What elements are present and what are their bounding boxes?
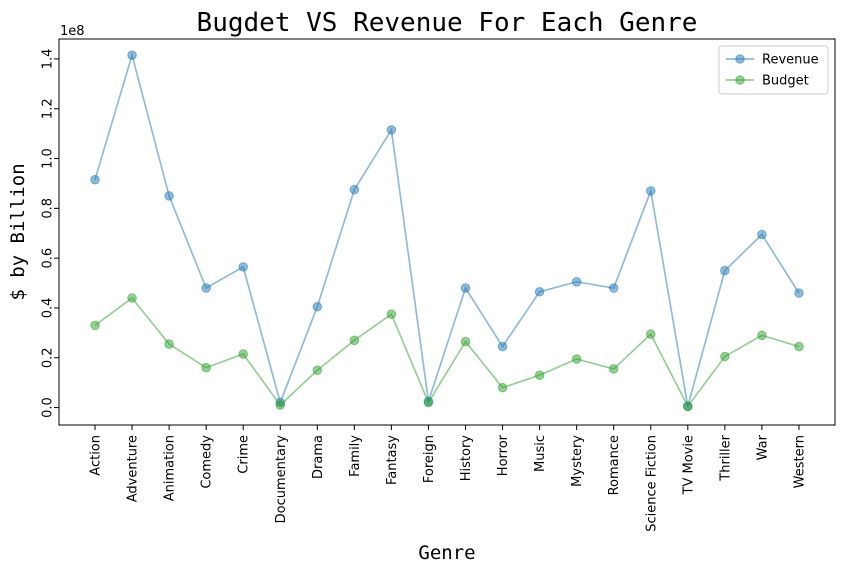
revenue-point: [127, 50, 137, 60]
budget-point: [534, 370, 545, 380]
x-tick-label: Adventure: [126, 435, 141, 502]
x-tick-label: Fantasy: [385, 435, 400, 485]
budget-point: [720, 351, 730, 362]
x-tick-label: Horror: [496, 434, 511, 476]
budget-point: [497, 382, 508, 393]
x-tick-label: Family: [348, 435, 363, 477]
budget-point: [683, 401, 693, 412]
x-tick-label: Foreign: [422, 435, 437, 483]
budget-point: [386, 309, 397, 319]
y-tick-label: 1.2: [41, 98, 56, 119]
x-tick-label: Comedy: [200, 435, 215, 489]
y-axis-offset-label: 1e8: [60, 24, 85, 39]
x-tick-label: Thriller: [718, 434, 733, 481]
legend-swatch-marker-budget: [735, 75, 745, 85]
revenue-line: [94, 52, 800, 407]
revenue-point: [164, 191, 174, 201]
revenue-point: [386, 125, 397, 135]
revenue-point: [757, 229, 767, 240]
legend-label-revenue: Revenue: [762, 53, 819, 68]
series-layer: [90, 50, 804, 412]
x-tick-label: Action: [89, 435, 104, 476]
revenue-point: [497, 341, 508, 352]
budget-point: [460, 336, 471, 347]
revenue-point: [645, 186, 656, 196]
budget-line: [94, 296, 800, 408]
revenue-point: [534, 286, 545, 297]
revenue-point: [201, 283, 211, 293]
x-tick-label: Documentary: [274, 435, 289, 524]
legend-label-budget: Budget: [762, 74, 809, 89]
revenue-point: [794, 288, 804, 298]
plot-area: [58, 38, 836, 426]
revenue-point: [571, 277, 582, 287]
revenue-point: [349, 184, 360, 195]
budget-point: [571, 354, 582, 364]
y-tick-label: 0.0: [41, 397, 56, 418]
revenue-point: [312, 301, 323, 312]
budget-point: [794, 341, 804, 352]
x-tick-label: Animation: [163, 435, 178, 501]
revenue-point: [460, 283, 471, 293]
legend: Revenue Budget: [718, 45, 829, 95]
budget-point: [312, 365, 323, 376]
revenue-point: [608, 283, 619, 293]
y-axis-ticks: 0.0 0.2 0.4 0.6 0.8 1.0 1.2 1.4: [41, 49, 59, 418]
y-tick-label: 0.8: [41, 198, 56, 219]
revenue-point: [720, 265, 730, 276]
y-tick-label: 0.4: [41, 298, 56, 319]
y-axis-label: $ by Billion: [7, 163, 29, 300]
budget-point: [423, 397, 434, 408]
budget-point: [757, 330, 767, 341]
x-axis-label: Genre: [418, 542, 475, 564]
budget-point: [608, 364, 619, 374]
budget-point: [164, 339, 174, 349]
chart-title: Bugdet VS Revenue For Each Genre: [197, 8, 698, 38]
budget-point: [275, 400, 286, 410]
legend-box: [718, 45, 829, 95]
legend-swatch-marker-revenue: [735, 54, 745, 64]
x-tick-label: War: [755, 434, 770, 460]
x-tick-label: Western: [792, 435, 807, 488]
x-tick-label: Science Fiction: [644, 435, 659, 532]
revenue-point: [238, 262, 248, 272]
y-tick-label: 1.4: [41, 49, 56, 70]
x-tick-label: TV Movie: [681, 435, 696, 495]
x-tick-label: Romance: [607, 435, 622, 495]
series-budget: [90, 293, 804, 412]
x-tick-label: Crime: [237, 435, 252, 474]
budget-point: [127, 293, 137, 303]
x-tick-label: History: [459, 435, 474, 482]
budget-point: [90, 320, 100, 331]
budget-point: [238, 349, 248, 359]
revenue-point: [90, 174, 100, 185]
y-tick-label: 1.0: [41, 148, 56, 169]
series-revenue: [90, 50, 804, 412]
x-axis-ticks: Action Adventure Animation Comedy Crime Docum…: [89, 425, 807, 532]
x-tick-label: Mystery: [570, 435, 585, 487]
x-tick-label: Music: [533, 435, 548, 472]
budget-point: [645, 329, 656, 339]
y-tick-label: 0.6: [41, 248, 56, 269]
y-tick-label: 0.2: [41, 347, 56, 368]
x-tick-label: Drama: [311, 435, 326, 479]
budget-point: [349, 335, 360, 346]
budget-point: [201, 362, 211, 373]
